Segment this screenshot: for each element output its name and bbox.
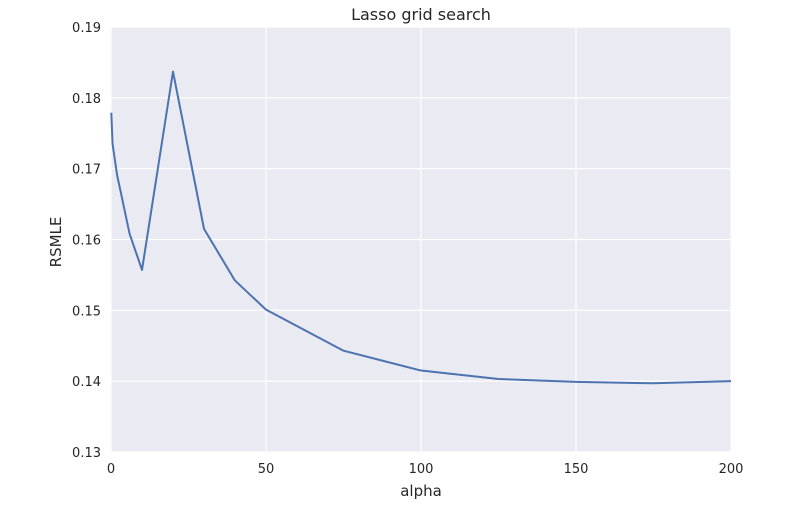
y-tick-label: 0.17 (72, 163, 101, 178)
x-tick-labels: 0 50 100 150 200 (107, 462, 744, 477)
series-layer (110, 70, 732, 385)
y-tick-labels: 0.13 0.14 0.15 0.16 0.17 0.18 0.19 (72, 21, 101, 461)
x-tick-label: 150 (564, 462, 589, 477)
y-tick-label: 0.19 (72, 21, 101, 36)
chart-title: Lasso grid search (351, 5, 491, 24)
x-tick-label: 100 (409, 462, 434, 477)
y-axis-label: RSMLE (47, 217, 65, 268)
x-tick-label: 200 (719, 462, 744, 477)
y-tick-label: 0.18 (72, 92, 101, 107)
x-tick-label: 50 (258, 462, 275, 477)
series-line (110, 70, 732, 385)
y-tick-label: 0.15 (72, 304, 101, 319)
y-tick-label: 0.16 (72, 234, 101, 249)
y-tick-label: 0.14 (72, 375, 101, 390)
x-axis-label: alpha (400, 482, 442, 500)
x-tick-label: 0 (107, 462, 115, 477)
gridlines (110, 26, 732, 453)
y-tick-label: 0.13 (72, 446, 101, 461)
